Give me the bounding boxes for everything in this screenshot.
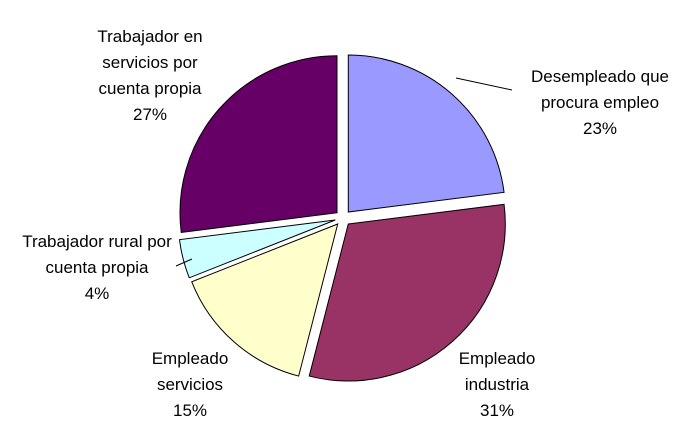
category-label: Empleado servicios (151, 349, 229, 394)
leader-line (455, 77, 513, 91)
leader-line (175, 258, 193, 267)
value-label: 4% (84, 284, 110, 303)
value-label: 27% (132, 105, 168, 124)
value-label: 15% (172, 401, 208, 420)
slice-label: Empleado servicios 15% (140, 346, 240, 424)
category-label: Desempleado que procura empleo (531, 67, 669, 112)
category-label: Trabajador en servicios por cuenta propi… (97, 27, 203, 98)
value-label: 23% (582, 119, 618, 138)
pie-slice (191, 223, 339, 377)
pie-slice (179, 55, 338, 233)
pie-slice (308, 203, 506, 382)
slice-label: Trabajador rural por cuenta propia 4% (17, 229, 177, 307)
pie-slice (178, 219, 336, 279)
slice-label: Desempleado que procura empleo 23% (513, 64, 688, 142)
slice-label: Empleado industria 31% (447, 346, 547, 424)
pie-slice (347, 54, 505, 213)
category-label: Trabajador rural por cuenta propia (22, 232, 172, 277)
value-label: 31% (479, 401, 515, 420)
slice-label: Trabajador en servicios por cuenta propi… (85, 24, 215, 128)
category-label: Empleado industria (458, 349, 536, 394)
